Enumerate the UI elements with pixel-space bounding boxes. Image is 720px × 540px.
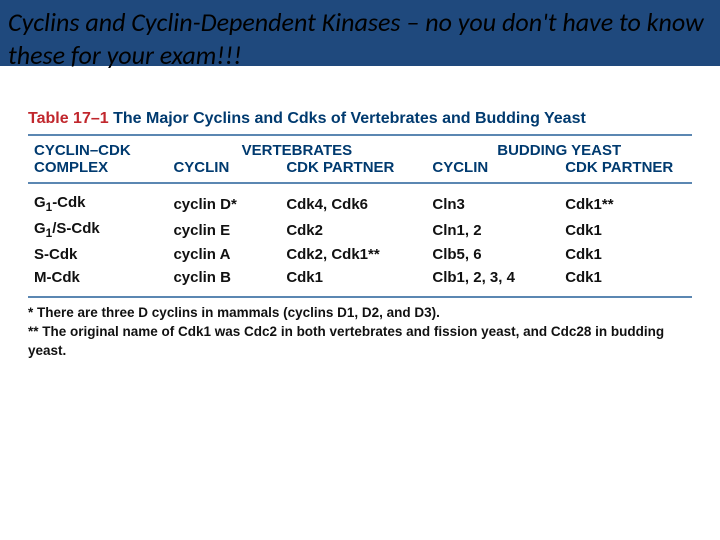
complex-cell: S-Cdk xyxy=(28,243,167,266)
y-cyclin-cell: Cln1, 2 xyxy=(426,217,559,243)
footnote: * There are three D cyclins in mammals (… xyxy=(28,304,692,323)
footnotes: * There are three D cyclins in mammals (… xyxy=(28,304,692,361)
vert-cyclin-header: CYCLIN xyxy=(167,159,280,182)
footnote: ** The original name of Cdk1 was Cdc2 in… xyxy=(28,323,692,361)
v-cdk-cell: Cdk2 xyxy=(280,217,426,243)
yeast-cyclin-header: CYCLIN xyxy=(426,159,559,182)
table-body: G1-Cdk cyclin D* Cdk4, Cdk6 Cln3 Cdk1** … xyxy=(28,184,692,296)
complex-cell: M-Cdk xyxy=(28,266,167,296)
yeast-cdk-header: CDK PARTNER xyxy=(559,159,692,182)
col1-header-line2: COMPLEX xyxy=(28,159,167,182)
complex-cell: G1-Cdk xyxy=(28,184,167,217)
table-caption: Table 17–1 The Major Cyclins and Cdks of… xyxy=(28,110,692,128)
v-cyclin-cell: cyclin D* xyxy=(167,184,280,217)
y-cyclin-cell: Clb5, 6 xyxy=(426,243,559,266)
vertebrates-header: VERTEBRATES xyxy=(167,136,426,159)
v-cdk-cell: Cdk2, Cdk1** xyxy=(280,243,426,266)
complex-cell: G1/S-Cdk xyxy=(28,217,167,243)
table-number: Table 17–1 xyxy=(28,110,109,127)
table-title: The Major Cyclins and Cdks of Vertebrate… xyxy=(113,110,586,127)
v-cyclin-cell: cyclin E xyxy=(167,217,280,243)
v-cyclin-cell: cyclin A xyxy=(167,243,280,266)
y-cyclin-cell: Clb1, 2, 3, 4 xyxy=(426,266,559,296)
v-cdk-cell: Cdk1 xyxy=(280,266,426,296)
vert-cdk-header: CDK PARTNER xyxy=(280,159,426,182)
y-cyclin-cell: Cln3 xyxy=(426,184,559,217)
y-cdk-cell: Cdk1 xyxy=(559,243,692,266)
y-cdk-cell: Cdk1 xyxy=(559,217,692,243)
table-container: Table 17–1 The Major Cyclins and Cdks of… xyxy=(28,110,692,361)
table-row: M-Cdk cyclin B Cdk1 Clb1, 2, 3, 4 Cdk1 xyxy=(28,266,692,296)
slide-title: Cyclins and Cyclin-Dependent Kinases – n… xyxy=(8,6,712,71)
y-cdk-cell: Cdk1** xyxy=(559,184,692,217)
table-row: S-Cdk cyclin A Cdk2, Cdk1** Clb5, 6 Cdk1 xyxy=(28,243,692,266)
v-cyclin-cell: cyclin B xyxy=(167,266,280,296)
table-row: G1/S-Cdk cyclin E Cdk2 Cln1, 2 Cdk1 xyxy=(28,217,692,243)
col1-header-line1: CYCLIN–CDK xyxy=(28,136,167,159)
v-cdk-cell: Cdk4, Cdk6 xyxy=(280,184,426,217)
table-bottom-line xyxy=(28,296,692,298)
budding-yeast-header: BUDDING YEAST xyxy=(426,136,692,159)
y-cdk-cell: Cdk1 xyxy=(559,266,692,296)
table-row: G1-Cdk cyclin D* Cdk4, Cdk6 Cln3 Cdk1** xyxy=(28,184,692,217)
cyclin-table: CYCLIN–CDK VERTEBRATES BUDDING YEAST COM… xyxy=(28,136,692,296)
